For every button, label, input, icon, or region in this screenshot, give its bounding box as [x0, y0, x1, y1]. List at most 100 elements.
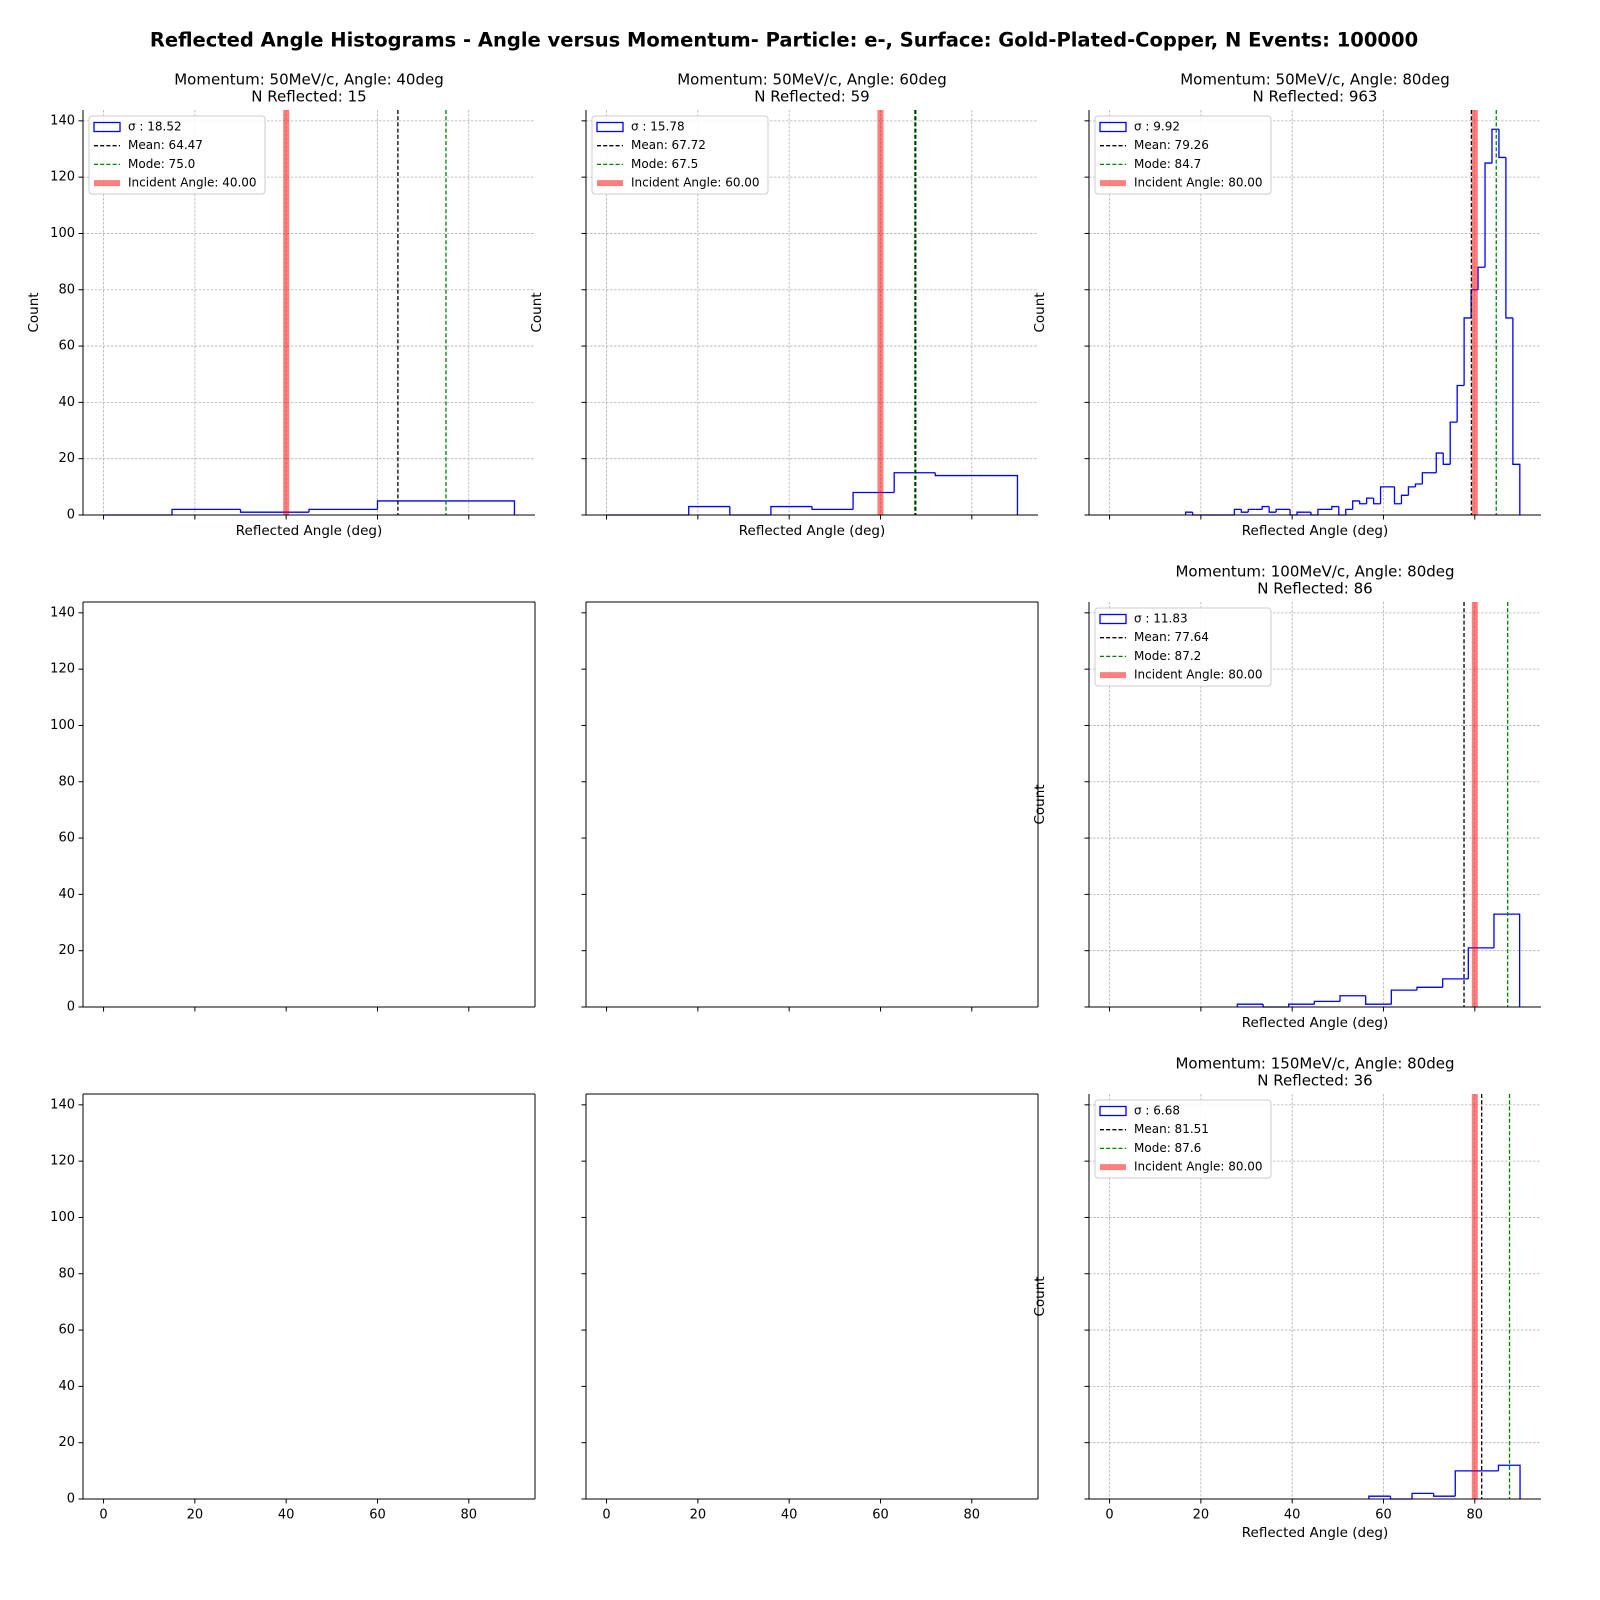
histogram-step — [1184, 511, 1193, 515]
legend-label: Mean: 77.64 — [1134, 630, 1209, 644]
legend-handle — [1099, 613, 1127, 625]
figure-title: Reflected Angle Histograms - Angle versu… — [150, 29, 1418, 52]
y-axis-label: Count — [1032, 784, 1048, 824]
x-tick-label: 40 — [781, 1508, 798, 1523]
legend-label: Incident Angle: 80.00 — [1134, 668, 1263, 682]
y-tick-label: 80 — [58, 1266, 75, 1281]
y-tick-label: 100 — [50, 1210, 75, 1225]
y-tick-label: 0 — [67, 1000, 75, 1015]
histogram-step — [1379, 486, 1388, 504]
histogram-step — [1484, 162, 1492, 268]
histogram-step — [1442, 978, 1469, 988]
x-tick-label: 0 — [1105, 1508, 1113, 1523]
histogram-step — [1416, 986, 1443, 991]
legend-label: σ : 18.52 — [128, 120, 182, 134]
histogram-step — [1421, 472, 1430, 485]
x-tick-label: 0 — [602, 1508, 610, 1523]
histogram-step — [1313, 1000, 1341, 1005]
y-tick-label: 140 — [50, 113, 75, 128]
subplot: 0 20 40 60 80 100 120 140 — [50, 601, 536, 1015]
y-tick-label: 0 — [67, 1492, 75, 1507]
y-tick-label: 80 — [58, 282, 75, 297]
y-tick-label: 120 — [50, 170, 75, 185]
subplot-title: Momentum: 50MeV/c, Angle: 60deg — [677, 71, 947, 89]
legend-box — [1094, 1099, 1272, 1179]
x-tick-label: 80 — [461, 1508, 478, 1523]
histogram-step — [1240, 509, 1249, 513]
histogram-step — [893, 472, 936, 493]
histogram-step — [1268, 506, 1277, 513]
legend-label: σ : 9.92 — [1134, 120, 1180, 134]
histogram-step — [688, 505, 730, 515]
histogram-step — [1505, 157, 1513, 319]
y-tick-label: 60 — [58, 1323, 75, 1338]
histogram-step — [1477, 266, 1486, 290]
x-axis-label: Reflected Angle (deg) — [1242, 1015, 1388, 1031]
y-tick-label: 100 — [50, 718, 75, 733]
y-tick-label: 60 — [58, 831, 75, 846]
x-tick-label: 80 — [1467, 1508, 1484, 1523]
histogram-step — [1442, 453, 1451, 465]
histogram-step — [770, 505, 812, 515]
histogram-step — [1435, 452, 1444, 473]
legend-label: σ : 11.83 — [1134, 612, 1188, 626]
histogram-step — [1493, 913, 1521, 1007]
histogram-step — [1365, 497, 1374, 504]
histogram-step — [1261, 505, 1270, 510]
histogram-step — [445, 500, 516, 515]
legend-handle — [596, 121, 624, 133]
y-tick-label: 40 — [58, 395, 75, 410]
histogram-step — [1352, 500, 1360, 510]
histogram-step — [1512, 317, 1521, 515]
histogram-step — [1317, 508, 1325, 515]
histogram-step — [1296, 511, 1304, 515]
y-tick-label: 120 — [50, 662, 75, 677]
histogram-step — [308, 508, 378, 513]
histogram-step — [1463, 317, 1472, 386]
subplot-subtitle: N Reflected: 59 — [754, 88, 869, 106]
subplot-title: Momentum: 50MeV/c, Angle: 40deg — [174, 71, 444, 89]
histogram-step — [1449, 421, 1458, 465]
subplot — [581, 601, 1039, 1012]
legend-label: Mean: 67.72 — [631, 138, 706, 152]
histogram-step — [1338, 506, 1346, 516]
legend-handle — [1099, 121, 1127, 133]
y-axis-label: Count — [529, 292, 545, 332]
subplot-title: Momentum: 100MeV/c, Angle: 80deg — [1175, 563, 1454, 581]
subplot-title: Momentum: 150MeV/c, Angle: 80deg — [1175, 1055, 1454, 1073]
y-tick-label: 0 — [67, 508, 75, 523]
subplot: 0 20 40 60 80 — [581, 1093, 1039, 1523]
legend-label: σ : 15.78 — [631, 120, 685, 134]
histogram-step — [1433, 1493, 1456, 1497]
histogram-step — [1407, 486, 1416, 496]
histogram-step — [1498, 129, 1506, 159]
x-tick-label: 60 — [369, 1508, 386, 1523]
histogram-step — [1400, 494, 1409, 504]
legend-label: Incident Angle: 80.00 — [1134, 176, 1263, 190]
x-tick-label: 60 — [872, 1508, 889, 1523]
histogram-step — [1368, 1495, 1391, 1499]
y-tick-label: 140 — [50, 1097, 75, 1112]
histogram-step — [1331, 505, 1339, 510]
histogram-step — [934, 472, 977, 477]
legend-label: Mode: 84.7 — [1134, 157, 1201, 171]
x-axis-label: Reflected Angle (deg) — [739, 523, 885, 539]
legend-box — [591, 115, 769, 195]
y-tick-label: 80 — [58, 774, 75, 789]
x-tick-label: 20 — [1193, 1508, 1210, 1523]
histogram-step — [1372, 498, 1381, 505]
x-tick-label: 20 — [690, 1508, 707, 1523]
histogram-step — [1359, 500, 1367, 505]
histogram-step — [811, 506, 854, 511]
legend-label: Incident Angle: 80.00 — [1134, 1160, 1263, 1174]
subplot-subtitle: N Reflected: 15 — [251, 88, 366, 106]
y-tick-label: 40 — [58, 887, 75, 902]
x-tick-label: 40 — [278, 1508, 295, 1523]
y-axis-label: Count — [1032, 1276, 1048, 1316]
x-tick-label: 60 — [1375, 1508, 1392, 1523]
y-tick-label: 20 — [58, 1435, 75, 1450]
